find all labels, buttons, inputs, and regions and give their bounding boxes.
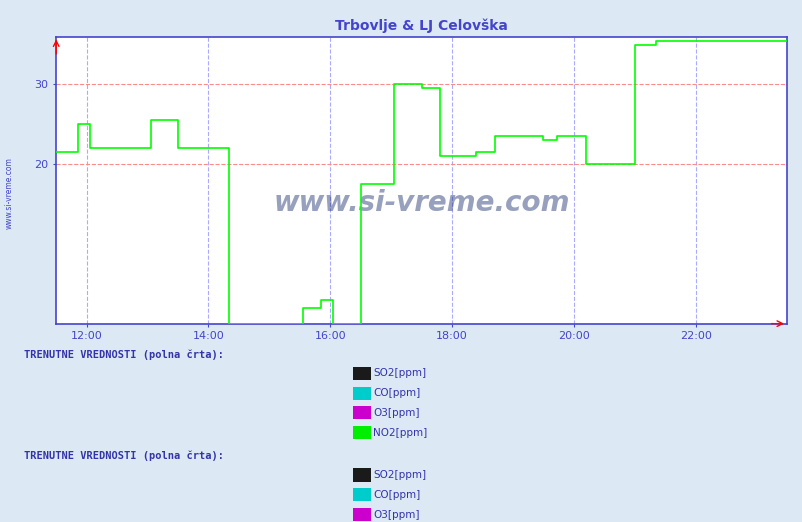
Text: www.si-vreme.com: www.si-vreme.com	[5, 157, 14, 229]
Text: SO2[ppm]: SO2[ppm]	[373, 368, 426, 378]
Text: TRENUTNE VREDNOSTI (polna črta):: TRENUTNE VREDNOSTI (polna črta):	[24, 349, 224, 360]
Text: O3[ppm]: O3[ppm]	[373, 509, 419, 520]
Text: TRENUTNE VREDNOSTI (polna črta):: TRENUTNE VREDNOSTI (polna črta):	[24, 451, 224, 461]
Title: Trbovlje & LJ Celovška: Trbovlje & LJ Celovška	[334, 18, 508, 32]
Text: CO[ppm]: CO[ppm]	[373, 388, 420, 398]
Text: CO[ppm]: CO[ppm]	[373, 490, 420, 500]
Text: www.si-vreme.com: www.si-vreme.com	[273, 189, 569, 217]
Text: SO2[ppm]: SO2[ppm]	[373, 470, 426, 480]
Text: O3[ppm]: O3[ppm]	[373, 408, 419, 418]
Text: NO2[ppm]: NO2[ppm]	[373, 428, 427, 438]
